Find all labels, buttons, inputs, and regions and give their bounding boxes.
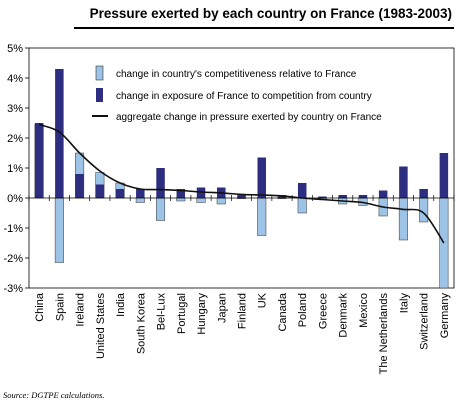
y-tick-label: -3% [3,283,23,295]
bar-exposure [419,189,428,198]
category-label: Finland [237,293,249,329]
category-label: Germany [439,293,451,339]
y-tick-label: 3% [7,103,23,115]
bar-exposure [176,189,186,198]
chart-title: Pressure exerted by each country on Fran… [89,6,452,21]
y-tick-label: 0% [7,193,23,205]
category-label: Ireland [75,293,87,327]
bar-exposure [318,196,327,198]
bar-exposure [156,168,165,198]
bar-exposure [338,195,347,198]
bar-exposure [378,190,388,198]
bar-exposure [34,123,44,198]
category-label: Denmark [338,293,350,338]
category-label: Italy [398,293,410,314]
category-label: Canada [277,292,289,331]
bar-exposure [399,166,408,198]
bar-exposure [358,195,368,198]
category-label: Japan [216,293,228,323]
bar-competitiveness [196,197,206,203]
category-label: Greece [317,293,329,329]
bar-competitiveness [398,197,408,241]
title-rule [74,27,454,29]
category-label: The Netherlands [378,293,390,375]
bar-exposure [115,189,125,198]
bar-exposure [237,195,246,198]
aggregate-line [38,123,445,244]
category-label: Mexico [358,293,370,328]
chart: 5% 4% 3% 2% 1% 0% -1% -2% -3% China Spain Ireland U… [3,43,455,374]
y-tick-label: 5% [7,43,23,55]
category-label: Spain [54,293,66,321]
category-label: Hungary [196,293,208,335]
plot-frame [28,47,455,289]
category-label: Poland [297,293,309,327]
bar-exposure [257,157,266,198]
y-tick-label: 1% [7,163,23,175]
bar-exposure [136,189,145,198]
category-label: South Korea [135,292,147,354]
source-note: Source: DGTPE calculations. [3,390,105,400]
bar-exposure [439,153,449,198]
y-tick-label: -1% [3,223,23,235]
bar-competitiveness [135,197,145,203]
bar-exposure [297,183,307,198]
bar-competitiveness [156,197,166,221]
legend: change in country's competitiveness rela… [92,65,382,123]
bar-competitiveness [54,197,64,263]
y-tick-label: 2% [7,133,23,145]
bar-competitiveness [176,197,186,202]
bar-exposure [75,174,84,198]
bar-competitiveness [419,197,429,223]
category-label: United States [95,293,107,360]
bar-competitiveness [297,197,307,214]
legend-swatch-competitiveness [95,65,104,81]
bar-competitiveness [216,197,226,205]
legend-label-exposure: change in exposure of France to competit… [116,91,372,102]
bar-competitiveness [257,197,267,236]
category-label: India [115,292,127,317]
bar-exposure [95,184,105,198]
legend-label-aggregate: aggregate change in pressure exerted by … [116,112,382,123]
category-label: Bel-Lux [156,293,168,331]
bar-exposure [55,69,64,198]
legend-label-competitiveness: change in country's competitiveness rela… [116,69,357,80]
x-axis-labels: China Spain Ireland United States India South… [34,292,451,374]
y-tick-label: -2% [3,253,23,265]
category-label: China [34,292,46,322]
y-tick-label: 4% [7,73,23,85]
y-axis: 5% 4% 3% 2% 1% 0% -1% -2% -3% [3,43,29,295]
category-label: Portugal [176,293,188,334]
category-label: Switzerland [419,293,431,350]
category-label: UK [257,292,269,308]
legend-swatch-exposure [96,88,103,102]
